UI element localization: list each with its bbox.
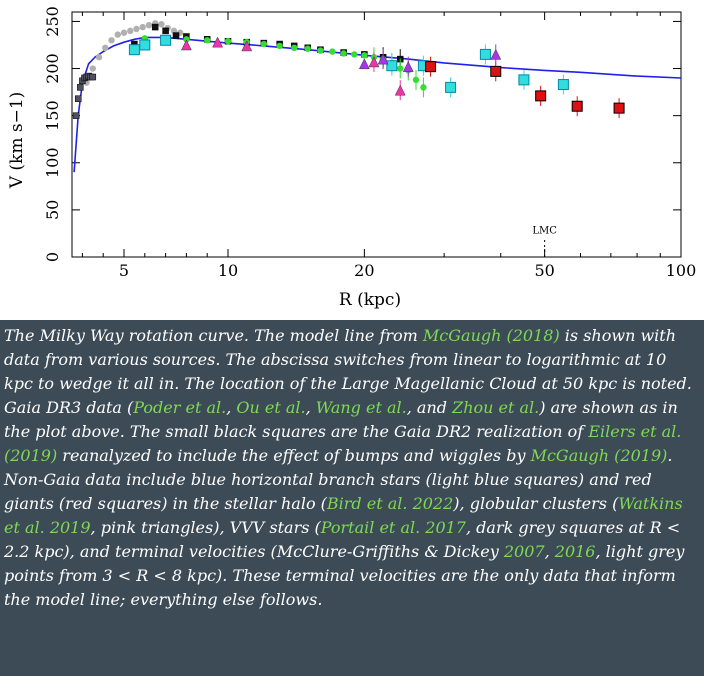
data-point-square — [151, 23, 159, 31]
data-point-square — [571, 100, 583, 112]
data-point-dot — [224, 38, 232, 45]
data-point-square — [128, 44, 140, 56]
data-point-square — [518, 74, 530, 86]
data-point-square — [77, 84, 84, 91]
y-tick-label: 0 — [43, 252, 62, 262]
data-point-dot — [145, 21, 153, 29]
data-point-square — [139, 39, 151, 51]
data-point-dot — [108, 37, 115, 44]
figure-panel: V (km s−1) R (kpc) 5 10 20 50 100 0 50 100 150 20… — [0, 0, 704, 320]
data-point-dot — [340, 50, 347, 57]
caption-text: , and — [406, 398, 453, 417]
link-mcclure-2007[interactable]: 2007 — [503, 542, 545, 561]
lmc-label: LMC — [532, 225, 557, 236]
plot-frame — [71, 11, 682, 258]
data-point-dot — [102, 44, 109, 52]
caption-text: . Non-Gaia data include blue horizontal … — [4, 446, 673, 513]
y-axis-title: V (km s−1) — [7, 92, 27, 190]
y-tick-label: 150 — [43, 100, 62, 131]
data-point-square — [535, 90, 547, 102]
caption-text: , dark grey squares at R < 2.2 kpc), and… — [4, 518, 681, 561]
data-point-square — [162, 27, 169, 35]
caption-text: , — [226, 398, 237, 417]
data-point-dot — [412, 76, 420, 84]
data-point-dot — [304, 45, 311, 52]
x-tick-label: 100 — [666, 261, 697, 280]
data-point-dot — [158, 21, 165, 28]
link-zhou[interactable]: Zhou et al. — [452, 398, 540, 417]
data-point-triangle — [358, 58, 370, 70]
rotation-curve-chart: V (km s−1) R (kpc) 5 10 20 50 100 0 50 100 150 20… — [7, 6, 697, 310]
caption-text: ), globular clusters ( — [453, 494, 619, 513]
link-eilers-2019[interactable]: Eilers et al. (2019) — [4, 422, 682, 465]
link-mcclure-2016[interactable]: 2016 — [554, 542, 596, 561]
data-point-dot — [290, 44, 298, 52]
link-poder[interactable]: Poder et al. — [133, 398, 227, 417]
data-point-triangle — [368, 56, 380, 68]
caption-text: , — [305, 398, 316, 417]
data-point-square — [425, 61, 437, 73]
caption-text: reanalyzed to include the effect of bump… — [57, 446, 531, 465]
data-point-square — [490, 65, 502, 77]
data-point-dot — [114, 31, 121, 38]
data-point-dot — [276, 42, 283, 50]
y-tick-label: 250 — [43, 6, 62, 37]
data-point-triangle — [490, 48, 502, 60]
data-point-dot — [317, 47, 324, 54]
caption-text: , — [544, 542, 555, 561]
y-tick-label: 200 — [43, 53, 62, 84]
data-point-dot — [351, 51, 358, 58]
link-watkins-2019[interactable]: Watkins et al. 2019 — [4, 494, 683, 537]
data-point-square — [160, 34, 172, 46]
data-point-square — [386, 60, 398, 72]
data-point-dot — [361, 52, 368, 59]
data-point-dot — [260, 40, 268, 48]
data-point-dot — [95, 54, 103, 61]
x-axis-title: R (kpc) — [339, 290, 401, 310]
data-point-triangle — [241, 40, 253, 52]
x-tick-label: 20 — [354, 261, 374, 280]
data-point-dot — [89, 65, 97, 72]
x-tick-label: 50 — [534, 261, 554, 280]
data-point-square — [479, 48, 491, 60]
link-portail-2017[interactable]: Portail et al. 2017 — [320, 518, 466, 537]
x-tick-label: 10 — [218, 261, 238, 280]
data-point-dot — [127, 27, 134, 35]
data-point-triangle — [394, 84, 406, 96]
y-tick-label: 100 — [43, 147, 62, 178]
x-tick-label: 5 — [119, 261, 129, 280]
data-point-triangle — [180, 39, 192, 51]
y-tick-label: 50 — [43, 200, 62, 220]
link-wang[interactable]: Wang et al. — [315, 398, 407, 417]
model-line — [73, 36, 682, 173]
data-point-dot — [397, 65, 404, 72]
data-point-square — [557, 79, 569, 91]
link-mcgaugh-2018[interactable]: McGaugh (2018) — [422, 326, 560, 345]
link-ou[interactable]: Ou et al. — [236, 398, 306, 417]
data-point-dot — [139, 23, 146, 31]
data-point-square — [74, 95, 82, 102]
data-point-dot — [420, 84, 427, 91]
caption-text: is shown with data from various sources.… — [4, 326, 692, 417]
data-point-square — [613, 102, 625, 114]
data-point-square — [445, 81, 457, 93]
data-point-dot — [204, 37, 211, 44]
data-point-triangle — [402, 61, 414, 72]
figure-caption: The Milky Way rotation curve. The model … — [4, 324, 700, 612]
data-point-square — [89, 73, 97, 81]
caption-text: The Milky Way rotation curve. The model … — [4, 326, 423, 345]
data-point-triangle — [377, 53, 389, 65]
link-bird-2022[interactable]: Bird et al. 2022 — [326, 494, 454, 513]
link-mcgaugh-2019[interactable]: McGaugh (2019) — [530, 446, 668, 465]
data-point-triangle — [212, 36, 224, 48]
data-point-dot — [120, 29, 128, 36]
data-point-square — [72, 112, 80, 119]
data-point-dot — [329, 48, 336, 55]
caption-text: , pink triangles), VVV stars ( — [90, 518, 321, 537]
caption-text: ) are shown as in the plot above. The sm… — [4, 398, 678, 441]
data-point-dot — [133, 25, 140, 33]
data-point-dot — [183, 36, 190, 43]
data-point-square — [172, 32, 180, 39]
caption-text: , light grey points from 3 < R < 8 kpc).… — [4, 542, 685, 609]
